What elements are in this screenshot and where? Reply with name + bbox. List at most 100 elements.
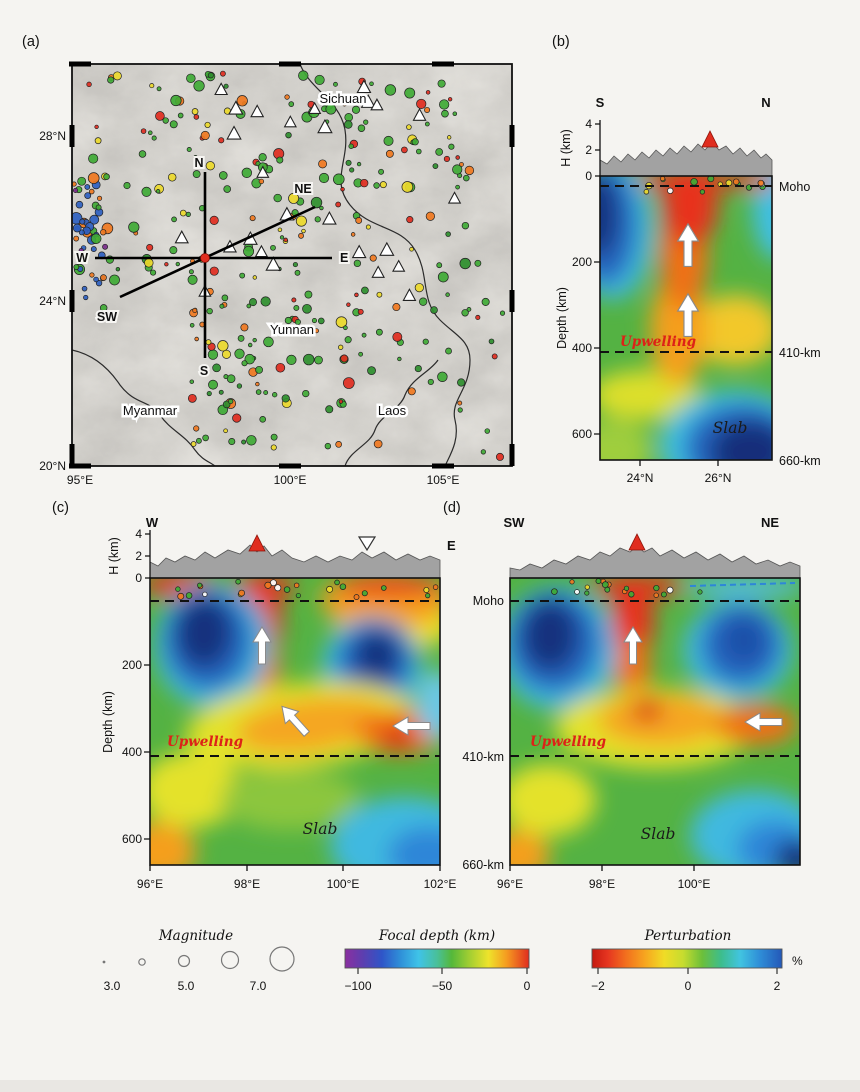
epicenter-dot — [353, 594, 360, 600]
epicenter-dot — [345, 159, 352, 166]
epicenter-dot — [146, 243, 154, 252]
epicenter-dot — [310, 196, 323, 209]
epicenter-dot — [286, 354, 297, 366]
epicenter-dot — [238, 589, 245, 597]
pert-tick-0: 0 — [685, 979, 692, 993]
volcano-icon — [701, 130, 719, 148]
epicenter-dot — [293, 582, 300, 589]
slab-annotation-d: Slab — [641, 825, 676, 843]
epicenter-dot — [499, 310, 506, 316]
epicenter-dot — [350, 232, 356, 237]
epicenter-dot — [455, 155, 460, 160]
epicenter-dot — [495, 452, 504, 461]
epicenter-dot — [79, 218, 86, 225]
epicenter-dot — [317, 317, 325, 325]
epicenter-dot — [236, 383, 243, 389]
epicenter-dot — [432, 163, 439, 170]
topo-profile-b — [599, 141, 773, 177]
station-triangle-icon — [412, 107, 427, 121]
epicenter-dot — [273, 193, 282, 203]
epicenter-dot — [475, 314, 481, 320]
epicenter-dot — [314, 355, 323, 365]
epicenter-dot — [284, 316, 292, 325]
moho-label-d: Moho — [473, 594, 504, 608]
epicenter-dot — [189, 322, 195, 328]
epicenter-dot — [436, 262, 443, 269]
depth-tick-200: 200 — [122, 658, 142, 672]
h-tick-0: 0 — [585, 169, 592, 183]
mag-tick-7: 7.0 — [250, 979, 267, 993]
epicenter-dot — [270, 433, 278, 441]
topo-profile-d — [509, 545, 801, 579]
epicenter-dot — [424, 121, 430, 127]
epicenter-dot — [112, 71, 122, 81]
station-triangle-icon — [256, 165, 270, 178]
epicenter-dot — [481, 297, 490, 306]
epicenter-dot — [243, 245, 255, 257]
epicenter-dot — [223, 83, 229, 89]
dir-label-w: W — [76, 251, 88, 265]
epicenter-dot — [72, 187, 79, 193]
epicenter-dot — [416, 148, 422, 155]
epicenter-dot — [445, 231, 451, 237]
epicenter-dot — [360, 178, 369, 188]
epicenter-dot — [193, 114, 200, 120]
epicenter-dot — [186, 147, 192, 153]
legend-row: Magnitude 3.0 5.0 7.0 Focal depth (km) −… — [102, 928, 803, 993]
epicenter-dot — [234, 348, 245, 359]
xtick-24n: 24°N — [627, 471, 654, 485]
epicenter-dot — [175, 261, 180, 267]
epicenter-dot — [392, 332, 403, 342]
epicenter-dot — [192, 307, 198, 313]
epicenter-dot — [447, 135, 452, 140]
epicenter-dot — [335, 316, 348, 328]
epicenter-dot — [423, 586, 430, 593]
h-tick-0: 0 — [135, 571, 142, 585]
epicenter-dot — [86, 81, 92, 88]
epicenter-dot — [188, 269, 194, 275]
epicenter-dot — [90, 233, 102, 244]
epicenter-dot — [439, 99, 450, 110]
xtick-102e: 102°E — [424, 877, 457, 891]
epicenter-dot — [385, 149, 394, 158]
epicenter-dot — [244, 353, 255, 365]
epicenter-dot — [459, 257, 471, 270]
epicenter-dot — [338, 399, 344, 404]
epicenter-dot — [375, 328, 383, 336]
epicenter-dot — [354, 292, 359, 298]
epicenter-dot — [284, 94, 290, 100]
epicenter-dot — [318, 159, 328, 169]
epicenter-dot — [356, 161, 362, 167]
epicenter-dot — [285, 131, 292, 139]
epicenter-dot — [666, 586, 674, 594]
tomography-blobs-d — [510, 578, 800, 865]
epicenter-dot — [221, 294, 229, 302]
epicenter-dot — [574, 589, 580, 595]
epicenter-dot — [355, 217, 363, 224]
epicenter-dot — [90, 246, 97, 253]
epicenter-dot — [177, 112, 184, 119]
epicenter-dot — [699, 189, 706, 195]
epicenter-dot — [432, 584, 439, 590]
epicenter-dot — [169, 120, 178, 129]
epicenter-dot — [263, 390, 269, 395]
epicenter-dot — [276, 156, 284, 164]
station-triangle-icon — [254, 244, 269, 258]
epicenter-dot — [379, 181, 387, 189]
epicenter-dot — [601, 581, 609, 589]
station-triangle-icon — [283, 115, 297, 128]
epicenter-dot — [156, 86, 162, 92]
epicenter-dot — [84, 184, 91, 190]
epicenter-dot — [445, 347, 452, 355]
epicenter-dot — [338, 344, 344, 350]
focal-tick-100: −100 — [344, 979, 371, 993]
epicenter-dot — [463, 174, 470, 182]
epicenter-dot — [140, 128, 147, 134]
epicenter-dot — [628, 591, 635, 598]
tomography-blobs-b — [600, 176, 772, 460]
epicenter-dot — [144, 258, 154, 268]
panel-d-label: (d) — [443, 500, 461, 516]
epicenter-dot — [94, 124, 99, 130]
epicenter-dot — [218, 389, 224, 395]
